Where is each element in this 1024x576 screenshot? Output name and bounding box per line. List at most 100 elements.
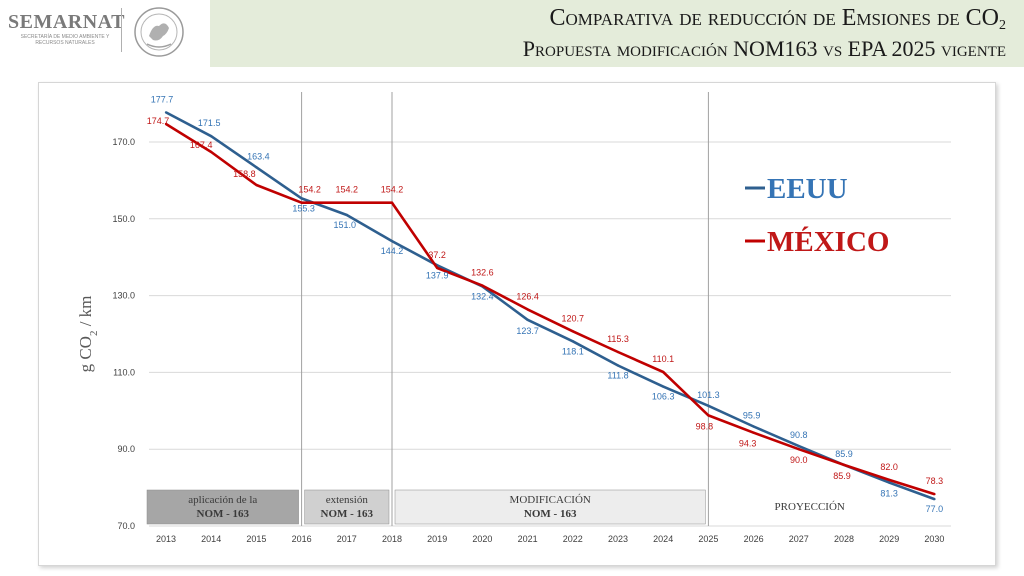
data-point-eeuu (616, 364, 620, 367)
x-tick-label: 2015 (246, 534, 266, 544)
data-point-eeuu (797, 444, 800, 448)
phase-box (146, 489, 299, 525)
y-axis-label: g CO2 / km (76, 296, 100, 373)
x-tick-label: 2030 (924, 534, 944, 544)
legend-label-eeuu: EEUU (767, 173, 848, 205)
y-tick-label: 110.0 (113, 367, 135, 377)
data-label-eeuu: 137.9 (426, 270, 449, 280)
data-point-mexico (616, 350, 620, 354)
semarnat-logo-text: SEMARNAT (8, 11, 125, 33)
header-band (210, 0, 1024, 67)
x-tick-label: 2023 (608, 534, 628, 544)
data-point-eeuu (164, 111, 168, 114)
data-point-mexico (933, 492, 936, 496)
x-tick-label: 2027 (789, 534, 809, 544)
series-line-eeuu (165, 111, 935, 501)
data-label-mexico: 154.2 (336, 185, 359, 195)
data-point-mexico (797, 448, 800, 451)
data-label-eeuu: 81.3 (880, 489, 898, 499)
data-label-mexico: 154.2 (381, 185, 404, 195)
x-tick-label: 2026 (744, 534, 764, 544)
x-tick-label: 2028 (834, 534, 854, 544)
data-label-mexico: 94.3 (739, 439, 757, 449)
y-tick-label: 170.0 (112, 137, 135, 147)
data-label-eeuu: 163.4 (247, 151, 270, 161)
data-point-mexico (571, 330, 574, 333)
x-tick-label: 2014 (201, 534, 221, 544)
series-line-mexico (165, 122, 935, 496)
y-tick-label: 150.0 (112, 214, 135, 224)
data-point-mexico (345, 201, 348, 204)
data-label-mexico: 90.0 (790, 455, 808, 465)
slide-title: Comparativa de reducción de Emsiones de … (550, 4, 1007, 40)
x-tick-label: 2029 (879, 534, 899, 544)
y-tick-label: 70.0 (117, 521, 135, 531)
x-tick-label: 2017 (337, 534, 357, 544)
data-label-mexico: 110.1 (652, 354, 674, 364)
data-point-eeuu (526, 318, 529, 321)
data-label-eeuu: 111.8 (607, 370, 628, 380)
data-label-mexico: 98.8 (696, 421, 714, 431)
legend-label-mexico: MÉXICO (767, 225, 889, 258)
data-label-eeuu: 106.3 (652, 392, 675, 402)
x-tick-label: 2020 (472, 534, 492, 544)
data-point-eeuu (210, 135, 213, 138)
data-label-mexico: 85.9 (833, 471, 851, 481)
data-label-mexico: 158.8 (233, 169, 256, 179)
data-label-mexico: 154.2 (298, 185, 321, 195)
data-point-eeuu (707, 404, 710, 408)
data-label-eeuu: 95.9 (743, 411, 761, 421)
data-point-mexico (526, 308, 529, 311)
data-label-mexico: 37.2 (428, 250, 446, 260)
x-tick-label: 2016 (292, 534, 312, 544)
data-label-mexico: 132.6 (471, 268, 494, 278)
x-tick-label: 2018 (382, 534, 402, 544)
phase-label-nom: NOM - 163 (197, 508, 250, 520)
data-point-eeuu (888, 481, 891, 484)
data-label-mexico: 167.4 (190, 140, 213, 150)
data-point-eeuu (255, 166, 258, 169)
slide-subtitle: Propuesta modificación NOM163 vs EPA 202… (522, 36, 1006, 61)
data-label-mexico: 174.7 (147, 116, 170, 126)
data-label-eeuu: 144.2 (381, 246, 404, 256)
data-label-mexico: 82.0 (880, 462, 898, 472)
phase-label: MODIFICACIÓN (510, 494, 591, 506)
data-point-eeuu (345, 213, 348, 217)
data-point-mexico (436, 266, 439, 270)
phase-label: extensión (326, 494, 369, 506)
data-label-eeuu: 85.9 (835, 449, 853, 459)
data-label-eeuu: 155.3 (292, 203, 315, 213)
data-point-mexico (662, 370, 665, 374)
national-seal-icon (134, 7, 184, 57)
data-point-eeuu (752, 425, 755, 428)
data-point-mexico (300, 201, 303, 204)
data-label-mexico: 120.7 (562, 313, 585, 323)
x-tick-label: 2022 (563, 534, 583, 544)
data-point-mexico (210, 150, 213, 154)
data-label-mexico: 115.3 (607, 334, 629, 344)
data-label-eeuu: 101.3 (697, 390, 720, 400)
data-point-mexico (707, 414, 710, 417)
slide-title-text: Comparativa de reducción de Emsiones de … (549, 5, 1000, 31)
y-tick-label: 90.0 (117, 444, 135, 454)
data-label-eeuu: 171.5 (198, 118, 221, 128)
data-point-eeuu (662, 385, 665, 388)
phase-label-nom: NOM - 163 (524, 508, 577, 520)
x-tick-label: 2019 (427, 534, 447, 544)
phase-label-nom: NOM - 163 (321, 508, 374, 520)
x-tick-label: 2025 (698, 534, 718, 544)
x-tick-label: 2013 (156, 534, 176, 544)
data-point-mexico (752, 431, 755, 434)
data-point-mexico (255, 183, 258, 187)
data-label-eeuu: 118.1 (562, 346, 584, 356)
data-label-eeuu: 90.8 (790, 430, 808, 440)
emissions-line-chart: aplicación de la NOM - 163 extensión NOM - … (76, 92, 951, 544)
data-point-mexico (888, 478, 891, 482)
logo-divider (121, 8, 122, 52)
data-point-mexico (390, 201, 394, 204)
phase-label: PROYECCIÓN (775, 501, 845, 513)
data-point-eeuu (933, 497, 936, 501)
phase-label: aplicación de la (188, 494, 257, 506)
data-point-eeuu (300, 197, 303, 200)
data-point-mexico (164, 122, 168, 126)
